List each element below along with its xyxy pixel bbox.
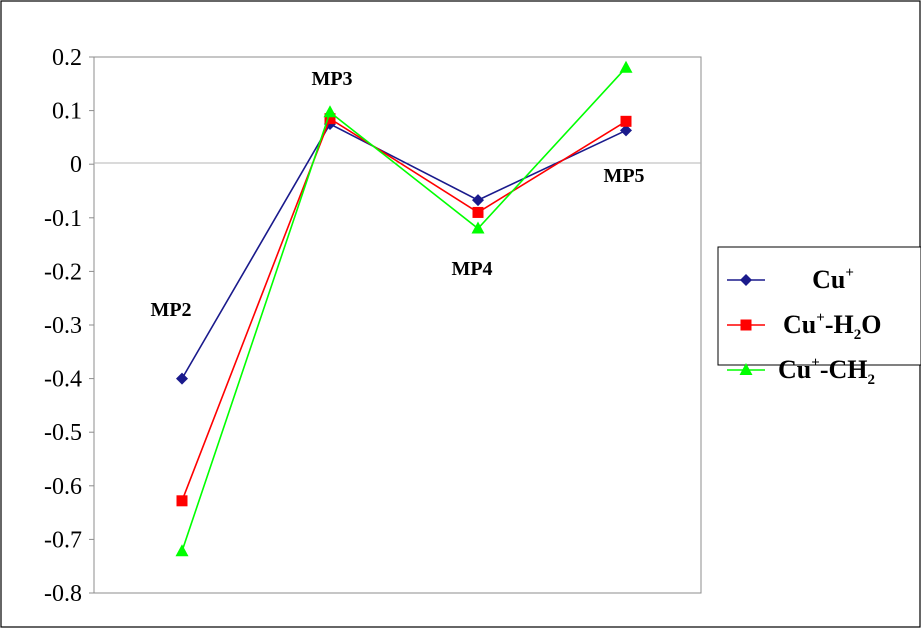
category-label-mp2: MP2	[150, 299, 191, 321]
y-tick-label: -0.3	[44, 313, 82, 339]
triangle-marker	[175, 544, 189, 557]
y-tick-label: 0.1	[52, 99, 82, 125]
y-tick-label: 0.2	[52, 45, 82, 71]
diamond-marker	[176, 372, 188, 385]
legend-entry-1: Cu+	[727, 265, 854, 294]
legend-label: Cu+-H2O	[783, 310, 881, 343]
y-axis-ticks: 0.2 0.1 0 -0.1 -0.2 -0.3 -0.4 -0.5 -0.6 -0.7 -0.8	[44, 45, 94, 607]
series-2	[176, 113, 632, 507]
series-line	[181, 117, 627, 502]
y-tick-label: -0.2	[44, 259, 82, 285]
triangle-marker	[739, 363, 753, 375]
legend-entry-3: Cu+-CH2	[727, 355, 875, 388]
square-marker	[324, 113, 336, 125]
diamond-marker	[472, 194, 484, 207]
category-label-mp5: MP5	[603, 165, 644, 187]
square-marker	[472, 206, 484, 218]
legend-entry-2: Cu+-H2O	[727, 310, 881, 343]
category-label-mp4: MP4	[451, 258, 492, 280]
y-tick-label: 0	[70, 152, 82, 178]
legend: Cu+ Cu+-H2O Cu+-CH2	[717, 246, 921, 388]
triangle-marker	[619, 60, 633, 73]
y-tick-label: -0.8	[44, 581, 82, 607]
square-marker	[740, 319, 752, 331]
legend-label: Cu+-CH2	[778, 355, 875, 388]
category-label-mp3: MP3	[311, 68, 352, 90]
triangle-marker	[471, 221, 485, 234]
diamond-marker	[740, 274, 752, 286]
square-marker	[620, 115, 632, 127]
y-tick-label: -0.5	[44, 420, 82, 446]
legend-box	[717, 246, 921, 366]
square-marker	[176, 495, 188, 507]
series-3	[175, 60, 633, 557]
category-labels: MP2 MP3 MP4 MP5	[150, 68, 644, 321]
y-tick-label: -0.7	[44, 527, 82, 553]
series-layer	[175, 60, 633, 557]
legend-label: Cu+	[812, 265, 854, 294]
plot-area	[93, 56, 702, 594]
series-line	[181, 67, 627, 552]
y-tick-label: -0.1	[44, 206, 82, 232]
series-line	[181, 122, 627, 380]
diamond-marker	[620, 124, 632, 137]
y-tick-label: -0.4	[44, 367, 82, 393]
y-tick-label: -0.6	[44, 474, 82, 500]
triangle-marker	[323, 105, 337, 118]
